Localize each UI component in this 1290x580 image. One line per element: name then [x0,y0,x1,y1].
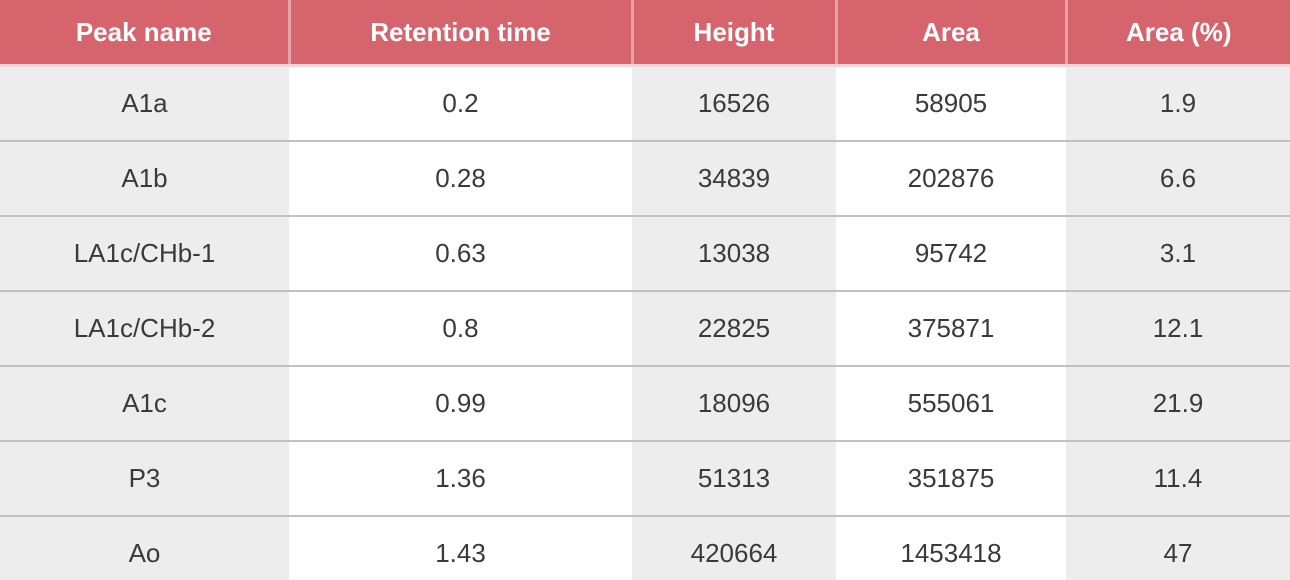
table-row: A1b 0.28 34839 202876 6.6 [0,140,1290,216]
cell-retention-time: 0.63 [289,215,632,291]
column-header-area-percent: Area (%) [1064,0,1290,67]
cell-peak-name: LA1c/CHb-2 [0,290,289,366]
cell-retention-time: 0.99 [289,365,632,441]
cell-area-percent: 6.6 [1066,140,1290,216]
cell-area: 95742 [836,215,1066,291]
cell-peak-name: LA1c/CHb-1 [0,215,289,291]
cell-height: 420664 [632,515,836,580]
cell-retention-time: 1.43 [289,515,632,580]
table-row: LA1c/CHb-1 0.63 13038 95742 3.1 [0,215,1290,291]
cell-height: 16526 [632,65,836,141]
cell-peak-name: A1a [0,65,289,141]
cell-area-percent: 47 [1066,515,1290,580]
cell-height: 51313 [632,440,836,516]
cell-area-percent: 12.1 [1066,290,1290,366]
cell-area: 555061 [836,365,1066,441]
cell-height: 13038 [632,215,836,291]
cell-area-percent: 11.4 [1066,440,1290,516]
table-row: P3 1.36 51313 351875 11.4 [0,440,1290,516]
column-header-area: Area [834,0,1066,67]
cell-retention-time: 1.36 [289,440,632,516]
cell-retention-time: 0.2 [289,65,632,141]
cell-peak-name: P3 [0,440,289,516]
cell-peak-name: Ao [0,515,289,580]
cell-height: 18096 [632,365,836,441]
table-row: Ao 1.43 420664 1453418 47 [0,515,1290,580]
cell-height: 34839 [632,140,836,216]
header-row: Peak name Retention time Height Area Are… [0,0,1290,67]
cell-height: 22825 [632,290,836,366]
cell-area: 202876 [836,140,1066,216]
cell-area: 375871 [836,290,1066,366]
table-row: A1a 0.2 16526 58905 1.9 [0,65,1290,141]
table-row: A1c 0.99 18096 555061 21.9 [0,365,1290,441]
column-header-height: Height [630,0,836,67]
cell-peak-name: A1b [0,140,289,216]
cell-area: 351875 [836,440,1066,516]
cell-area-percent: 21.9 [1066,365,1290,441]
cell-retention-time: 0.8 [289,290,632,366]
column-header-peak-name: Peak name [0,0,289,67]
cell-peak-name: A1c [0,365,289,441]
table-row: LA1c/CHb-2 0.8 22825 375871 12.1 [0,290,1290,366]
cell-area: 58905 [836,65,1066,141]
column-header-retention-time: Retention time [287,0,632,67]
cell-retention-time: 0.28 [289,140,632,216]
cell-area-percent: 1.9 [1066,65,1290,141]
cell-area-percent: 3.1 [1066,215,1290,291]
cell-area: 1453418 [836,515,1066,580]
